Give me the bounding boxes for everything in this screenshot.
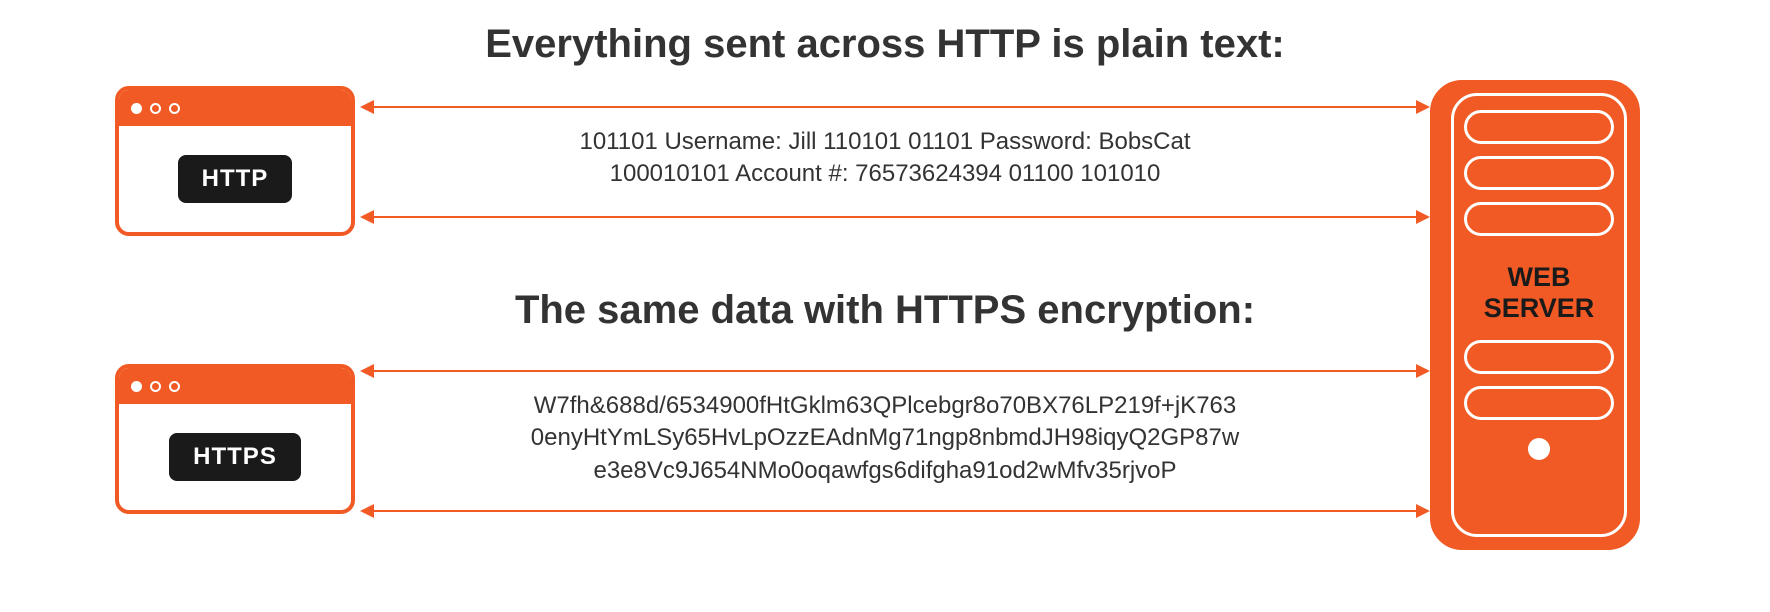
heading-https: The same data with HTTPS encryption: bbox=[385, 288, 1385, 333]
browser-titlebar bbox=[119, 368, 351, 404]
data-line: 100010101 Account #: 76573624394 01100 1… bbox=[380, 158, 1390, 190]
data-line: 101101 Username: Jill 110101 01101 Passw… bbox=[380, 126, 1390, 158]
browser-window-http: HTTP bbox=[115, 86, 355, 236]
server-label: WEB SERVER bbox=[1484, 262, 1595, 324]
browser-titlebar bbox=[119, 90, 351, 126]
server-slot-icon bbox=[1464, 202, 1614, 236]
data-line: W7fh&688d/6534900fHtGklm63QPlcebgr8o70BX… bbox=[380, 390, 1390, 422]
bidirectional-arrow bbox=[362, 106, 1428, 108]
server-power-icon bbox=[1528, 438, 1550, 460]
browser-body: HTTP bbox=[119, 126, 351, 232]
server-chassis: WEB SERVER bbox=[1451, 93, 1627, 537]
data-line: e3e8Vc9J654NMo0oqawfgs6difgha91od2wMfv35… bbox=[380, 455, 1390, 487]
window-dot-icon bbox=[169, 103, 180, 114]
protocol-pill-https: HTTPS bbox=[169, 433, 301, 481]
window-dot-icon bbox=[150, 103, 161, 114]
heading-http: Everything sent across HTTP is plain tex… bbox=[385, 22, 1385, 67]
bidirectional-arrow bbox=[362, 510, 1428, 512]
server-label-line2: SERVER bbox=[1484, 293, 1595, 324]
bidirectional-arrow bbox=[362, 216, 1428, 218]
protocol-pill-http: HTTP bbox=[178, 155, 293, 203]
browser-body: HTTPS bbox=[119, 404, 351, 510]
browser-window-https: HTTPS bbox=[115, 364, 355, 514]
bidirectional-arrow bbox=[362, 370, 1428, 372]
window-dot-icon bbox=[131, 103, 142, 114]
window-dot-icon bbox=[131, 381, 142, 392]
https-encrypted-data: W7fh&688d/6534900fHtGklm63QPlcebgr8o70BX… bbox=[380, 390, 1390, 487]
server-slot-icon bbox=[1464, 340, 1614, 374]
web-server: WEB SERVER bbox=[1430, 80, 1640, 550]
data-line: 0enyHtYmLSy65HvLpOzzEAdnMg71ngp8nbmdJH98… bbox=[380, 422, 1390, 454]
window-dot-icon bbox=[150, 381, 161, 392]
server-label-line1: WEB bbox=[1484, 262, 1595, 293]
server-slot-icon bbox=[1464, 386, 1614, 420]
window-dot-icon bbox=[169, 381, 180, 392]
server-slot-icon bbox=[1464, 110, 1614, 144]
server-slot-icon bbox=[1464, 156, 1614, 190]
http-plaintext-data: 101101 Username: Jill 110101 01101 Passw… bbox=[380, 126, 1390, 191]
